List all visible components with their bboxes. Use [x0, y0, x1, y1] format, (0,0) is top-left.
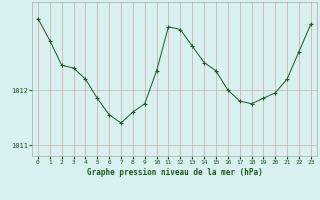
- X-axis label: Graphe pression niveau de la mer (hPa): Graphe pression niveau de la mer (hPa): [86, 168, 262, 177]
